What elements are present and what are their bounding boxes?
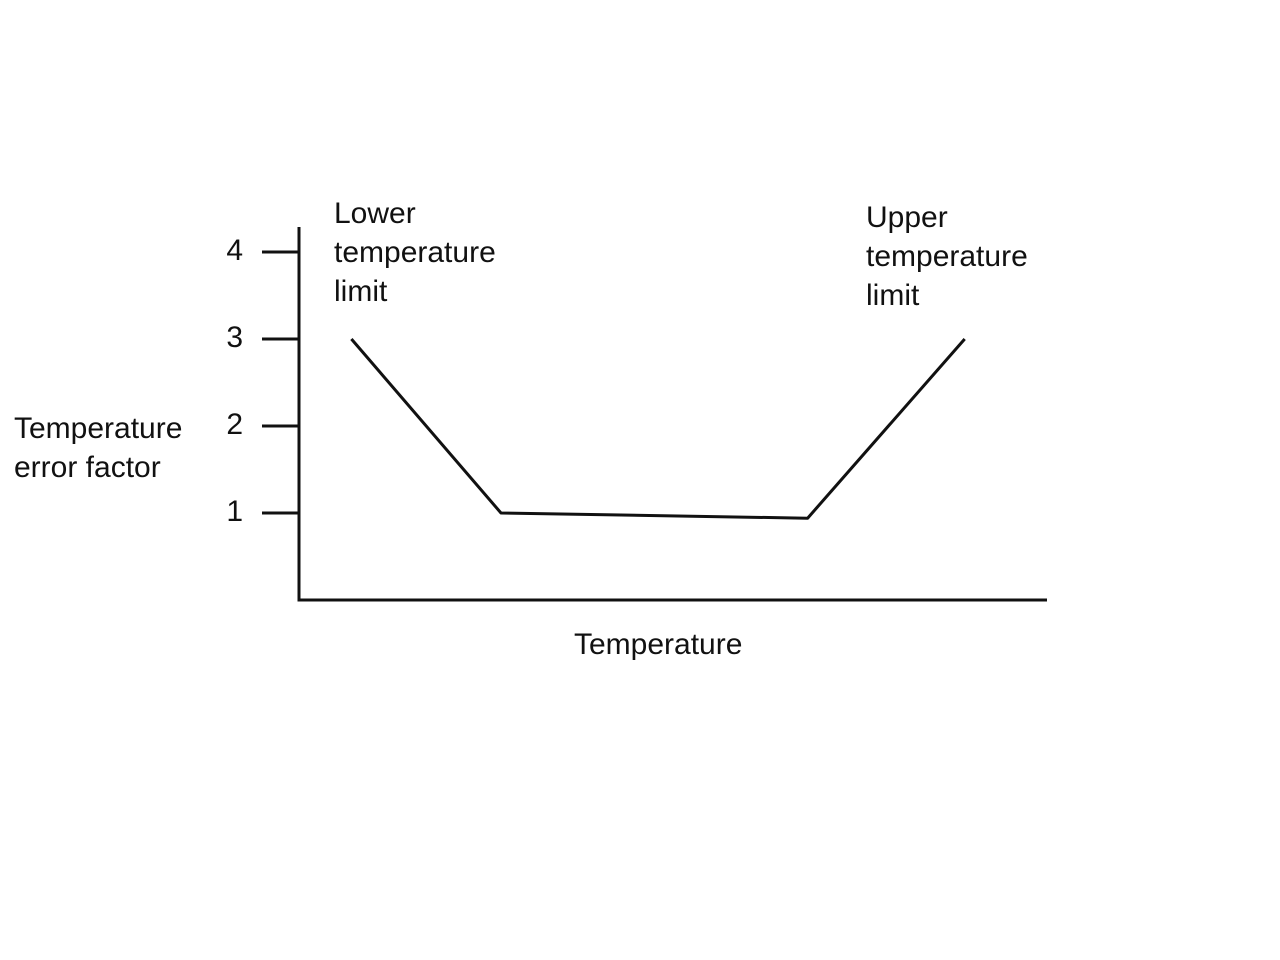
y-axis-label-line-1: Temperature: [14, 412, 183, 445]
upper-limit-annotation-line-2: temperature: [866, 240, 1028, 273]
y-ticks: [262, 250, 299, 515]
y-tick-label-2: 2: [226, 408, 243, 441]
y-tick-label-3: 3: [226, 321, 243, 354]
y-axis-label-line-2: error factor: [14, 451, 161, 484]
upper-limit-annotation: Upper temperature limit: [866, 198, 1028, 315]
lower-limit-annotation-line-1: Lower: [334, 197, 416, 230]
upper-limit-annotation-line-3: limit: [866, 279, 920, 312]
y-tick-label-4: 4: [226, 234, 243, 267]
lower-limit-annotation-line-3: limit: [334, 275, 388, 308]
x-axis-label: Temperature: [574, 628, 743, 661]
y-axis-label: Temperature error factor: [14, 409, 182, 487]
lower-limit-annotation: Lower temperature limit: [334, 194, 496, 311]
upper-limit-annotation-line-1: Upper: [866, 201, 948, 234]
series-line: [350, 338, 966, 520]
lower-limit-annotation-line-2: temperature: [334, 236, 496, 269]
y-tick-label-1: 1: [226, 495, 243, 528]
